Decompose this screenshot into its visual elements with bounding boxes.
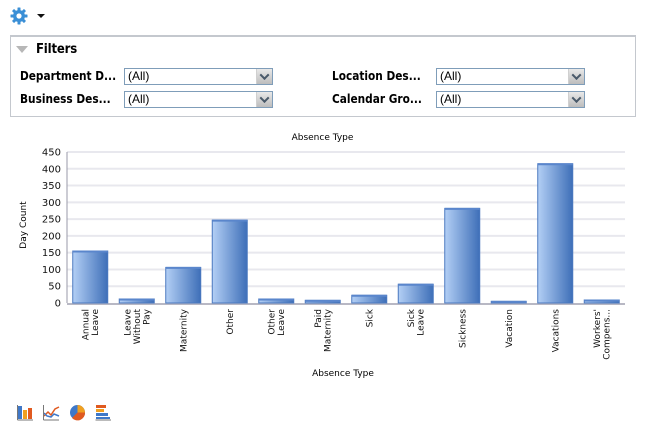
x-tick-label: Vacations (551, 309, 561, 353)
x-tick-label: Sickness (458, 309, 468, 348)
filter-department: Department D... (All) (20, 67, 273, 85)
filters-panel: Filters Department D... (All) Business D… (10, 35, 636, 117)
bar[interactable] (211, 219, 248, 304)
x-tick-label: Leave (91, 309, 101, 336)
svg-text:100: 100 (42, 265, 61, 276)
x-tick-label: Leave (123, 309, 133, 336)
x-tick-label: Other (226, 309, 236, 335)
svg-text:350: 350 (42, 181, 61, 192)
chart-title: Absence Type (291, 133, 354, 143)
bar[interactable] (72, 250, 109, 304)
select-value: (All) (440, 92, 462, 106)
filter-calendar-group: Calendar Gro... (All) (332, 90, 585, 108)
filter-label: Location Des... (332, 69, 421, 83)
svg-text:200: 200 (42, 231, 61, 242)
x-tick-label: Pay (142, 308, 152, 325)
svg-text:250: 250 (42, 215, 61, 226)
filter-label: Department D... (20, 69, 117, 83)
line-chart-icon[interactable] (43, 404, 60, 421)
svg-text:0: 0 (55, 299, 61, 310)
department-select[interactable]: (All) (124, 67, 273, 85)
svg-text:300: 300 (42, 198, 61, 209)
filter-label: Calendar Gro... (332, 92, 422, 106)
select-value: (All) (440, 69, 462, 83)
bar[interactable] (444, 207, 481, 304)
x-tick-label: Workers' (593, 309, 603, 348)
bar[interactable] (165, 266, 202, 304)
chart-type-switcher (17, 404, 112, 421)
svg-text:450: 450 (42, 148, 61, 159)
x-tick-label: Paid (314, 309, 324, 328)
filters-toggle[interactable]: Filters (16, 42, 82, 57)
filter-location: Location Des... (All) (332, 67, 585, 85)
x-tick-label: Vacation (505, 309, 515, 348)
x-tick-label: Sick (407, 308, 417, 327)
caret-down-icon[interactable] (37, 14, 45, 18)
bar[interactable] (537, 163, 574, 304)
bar[interactable] (397, 283, 434, 304)
gear-icon[interactable] (10, 7, 28, 25)
svg-text:50: 50 (48, 282, 61, 293)
x-tick-label: Leave (277, 309, 287, 336)
x-tick-label: Leave (417, 309, 427, 336)
chevron-down-icon[interactable] (256, 68, 272, 84)
x-tick-label: Sick (365, 308, 375, 327)
x-tick-label: Other (268, 309, 278, 335)
business-select[interactable]: (All) (124, 90, 273, 108)
absence-chart: Absence Type Day Count 0 50 100 150 200 250 30… (0, 125, 645, 385)
chevron-down-icon[interactable] (568, 91, 584, 107)
x-tick-label: Without (133, 309, 143, 345)
x-tick-label: Compens... (603, 309, 613, 360)
pie-chart-icon[interactable] (69, 404, 86, 421)
filter-label: Business Des... (20, 92, 111, 106)
x-tick-label: Maternity (324, 308, 334, 352)
x-axis-label: Absence Type (312, 369, 374, 379)
svg-text:400: 400 (42, 164, 61, 175)
filter-business: Business Des... (All) (20, 90, 273, 108)
select-value: (All) (128, 69, 150, 83)
toolbar (10, 7, 45, 25)
horizontal-bar-chart-icon[interactable] (95, 404, 112, 421)
chevron-down-icon[interactable] (568, 68, 584, 84)
x-tick-label: Annual (82, 309, 92, 340)
calendar-group-select[interactable]: (All) (436, 90, 585, 108)
collapse-triangle-icon (16, 46, 28, 53)
svg-text:150: 150 (42, 248, 61, 259)
location-select[interactable]: (All) (436, 67, 585, 85)
bar-chart-icon[interactable] (17, 404, 34, 421)
x-tick-label: Maternity (179, 308, 189, 352)
chevron-down-icon[interactable] (256, 91, 272, 107)
select-value: (All) (128, 92, 150, 106)
filters-title: Filters (36, 42, 78, 57)
